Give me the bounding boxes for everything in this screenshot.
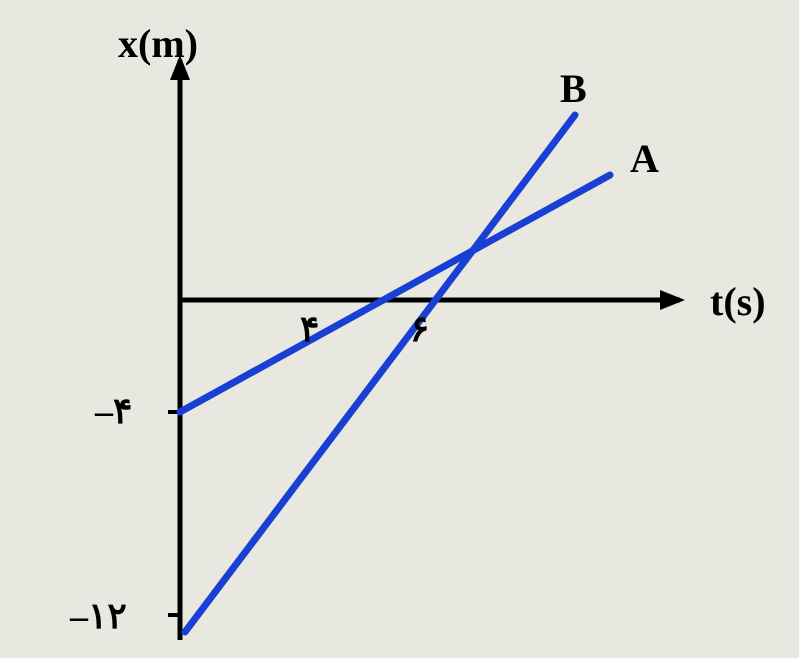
- x-tick-4: ۴: [300, 308, 319, 350]
- x-axis-label: t(s): [710, 278, 766, 325]
- y-axis-label: x(m): [118, 20, 198, 67]
- y-tick-m12: –۱۲: [70, 595, 127, 637]
- line-label-A: A: [630, 135, 659, 182]
- x-tick-6: ۶: [410, 308, 429, 350]
- y-tick-m4: –۴: [95, 390, 132, 432]
- xt-chart: x(m) t(s) B A ۴ ۶ –۴ –۱۲: [0, 0, 799, 658]
- line-label-B: B: [560, 65, 587, 112]
- chart-svg: [0, 0, 799, 658]
